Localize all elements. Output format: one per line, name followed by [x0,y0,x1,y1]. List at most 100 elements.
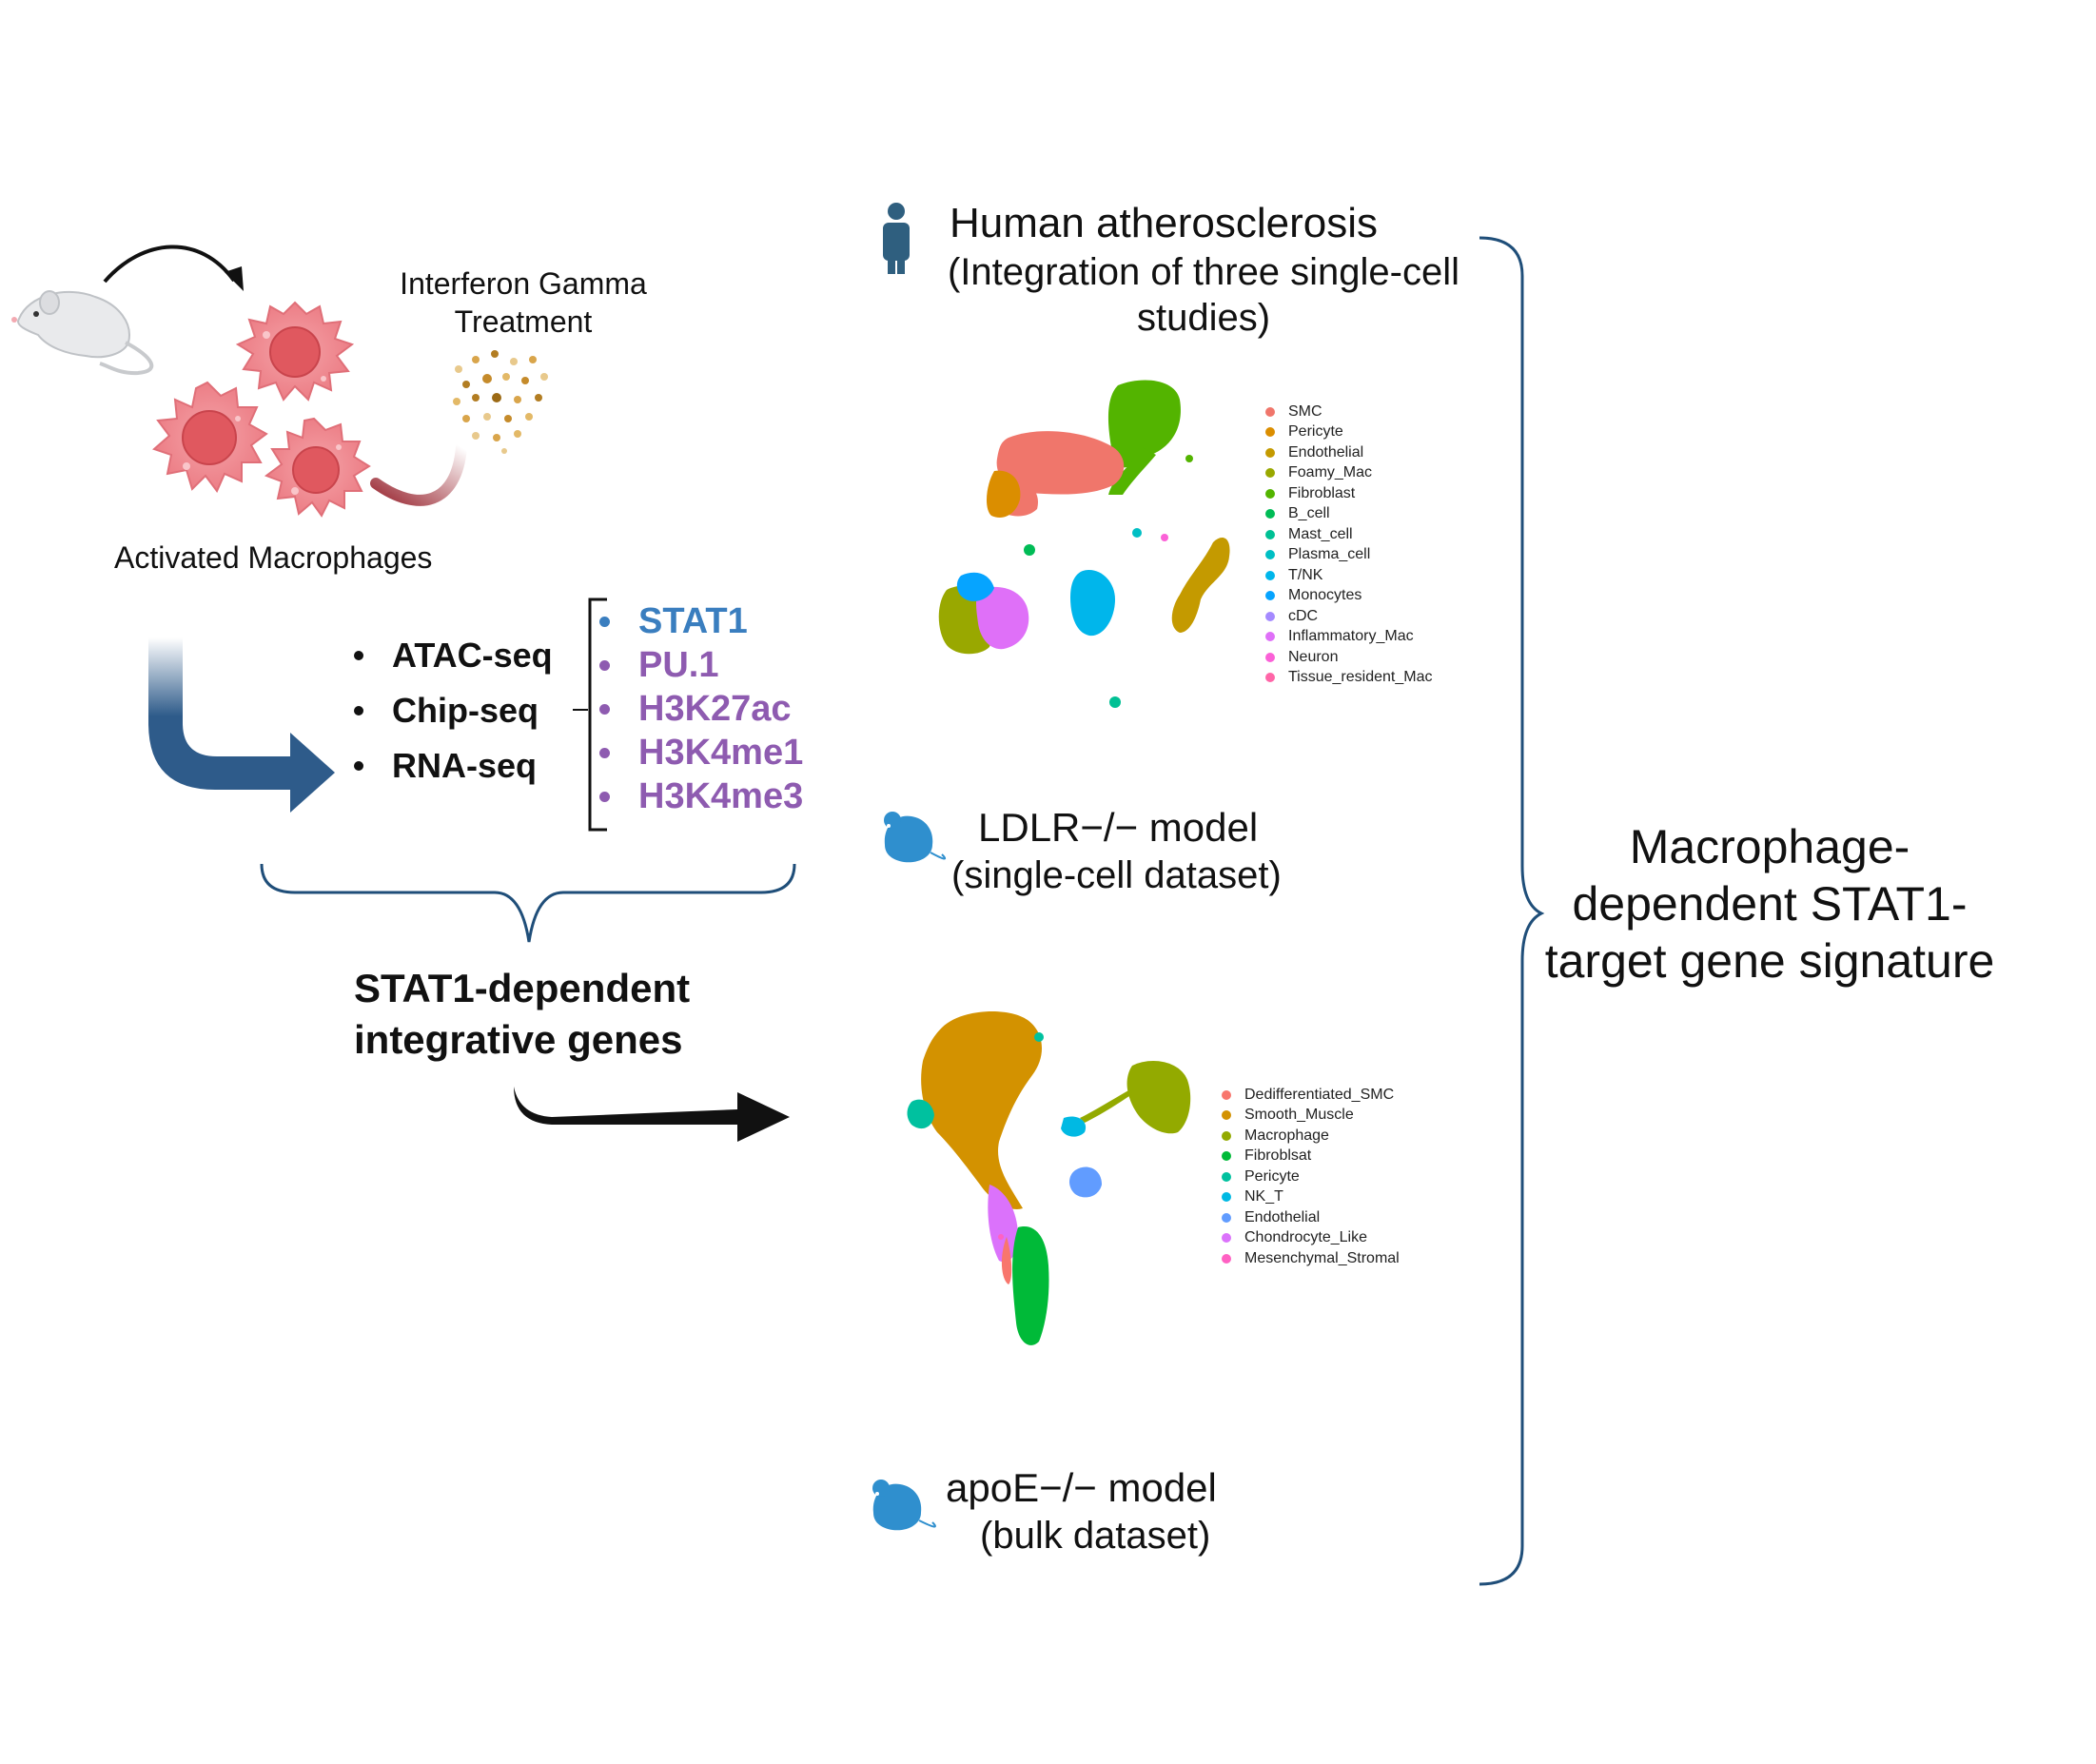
legend-item: Mesenchymal_Stromal [1222,1248,1400,1269]
mouse-cluster-dedifferentiated-smc [1001,1237,1012,1284]
legend-swatch [1222,1130,1231,1141]
legend-swatch [1222,1110,1231,1121]
macrophage-cell-left [152,381,268,493]
legend-item: Monocytes [1265,586,1432,607]
legend-swatch [1265,611,1275,621]
ldlr-model-title: LDLR−/− model [978,805,1259,850]
result-label-line-1: STAT1-dependent [354,966,691,1010]
legend-item: Foamy_Mac [1265,463,1432,484]
mark-item: H3K4me3 [599,774,803,818]
signature-line-1: Macrophage- [1629,820,1910,873]
legend-item: Pericyte [1265,422,1432,443]
legend-item: SMC [1265,402,1432,422]
bullet-icon [599,703,610,715]
human-cluster-inflammatory-mac [976,586,1029,650]
method-label: ATAC-seq [392,636,553,675]
legend-swatch [1265,652,1275,662]
human-cluster-plasma-cell [1132,528,1142,538]
legend-swatch [1265,550,1275,560]
mark-label: H3K4me1 [638,732,804,773]
legend-item: Tissue_resident_Mac [1265,668,1432,689]
legend-swatch [1265,673,1275,683]
left-curly-brace [260,863,796,943]
legend-label: Endothelial [1244,1208,1321,1225]
mouse-cluster-pericyte [907,1099,934,1129]
legend-label: Macrophage [1244,1127,1329,1144]
legend-swatch [1265,427,1275,438]
legend-label: Mesenchymal_Stromal [1244,1249,1400,1266]
human-cluster-smc [996,431,1125,495]
legend-item: Smooth_Muscle [1222,1106,1400,1127]
legend-swatch [1265,488,1275,499]
legend-swatch [1222,1253,1231,1264]
method-item: RNA-seq [354,738,553,794]
human-cluster-monocytes [956,572,994,601]
human-cluster-b-cell [1024,544,1035,556]
apoe-model-subtitle: (bulk dataset) [980,1515,1211,1557]
mark-item: H3K4me1 [599,731,803,774]
human-atherosclerosis-title: Human atherosclerosis [950,200,1378,246]
legend-swatch [1222,1233,1231,1244]
legend-swatch [1222,1151,1231,1162]
legend-swatch [1265,570,1275,580]
human-subtitle-line-2: studies) [1136,297,1271,339]
apoe-mouse-icon [872,1480,936,1531]
legend-swatch [1265,632,1275,642]
mark-label: H3K27ac [638,688,792,729]
mouse-to-cells-arrow [103,245,244,291]
legend-label: Foamy_Mac [1288,464,1373,481]
legend-item: Fibroblsat [1222,1147,1400,1167]
human-cluster-pericyte [986,470,1021,519]
mouse-cluster-mesenchymal-stromal [998,1234,1004,1240]
mouse-umap-plot [907,1010,1191,1345]
mark-item: H3K27ac [599,687,803,731]
legend-label: Mast_cell [1288,525,1353,542]
human-cluster-neuron [1161,534,1168,541]
legend-item: Neuron [1265,647,1432,668]
treatment-label-line-2: Treatment [454,304,593,339]
legend-item: Mast_cell [1265,524,1432,545]
bullet-icon [599,616,610,627]
bullet-icon [599,659,610,671]
legend-label: SMC [1288,402,1322,420]
chromatin-marks-list: STAT1 PU.1 H3K27ac H3K4me1 H3K4me3 [599,599,803,818]
ldlr-mouse-icon [884,812,946,863]
legend-item: Inflammatory_Mac [1265,627,1432,648]
legend-label: Smooth_Muscle [1244,1107,1354,1124]
legend-swatch [1265,529,1275,539]
mouse-cluster-smooth-muscle [921,1010,1043,1209]
legend-label: Fibroblast [1288,484,1356,501]
methods-list: ATAC-seq Chip-seq RNA-seq [354,628,553,794]
mouse-umap-legend: Dedifferentiated_SMC Smooth_Muscle Macro… [1222,1085,1400,1269]
human-cluster-tnk [1070,570,1115,637]
legend-swatch [1265,591,1275,601]
legend-label: Plasma_cell [1288,546,1371,563]
legend-label: Tissue_resident_Mac [1288,669,1433,686]
macrophage-cell-right [264,417,371,518]
legend-label: cDC [1288,607,1319,624]
macrophage-cell-top [235,301,355,402]
mouse-cluster-chondrocyte-like [988,1185,1018,1263]
legend-swatch [1265,406,1275,417]
legend-item: Endothelial [1265,442,1432,463]
apoe-model-title: apoE−/− model [946,1465,1217,1510]
activated-macrophages-label: Activated Macrophages [114,540,433,575]
legend-item: B_cell [1265,504,1432,525]
legend-label: Endothelial [1288,443,1364,461]
bullet-icon [354,706,363,715]
interferon-particles-icon [453,350,548,454]
mouse-cluster-fibroblast [1012,1226,1049,1345]
human-cluster-endothelial [1171,538,1230,633]
legend-item: Chondrocyte_Like [1222,1228,1400,1249]
legend-item: Dedifferentiated_SMC [1222,1085,1400,1106]
legend-label: Neuron [1288,648,1339,665]
bullet-icon [354,651,363,660]
result-label-line-2: integrative genes [354,1017,683,1062]
integrative-genes-label: STAT1-dependent integrative genes [354,963,690,1066]
legend-swatch [1222,1089,1231,1100]
signature-line-2: dependent STAT1- [1572,877,1968,931]
legend-swatch [1265,468,1275,479]
legend-swatch [1222,1171,1231,1182]
legend-label: Fibroblsat [1244,1147,1312,1165]
